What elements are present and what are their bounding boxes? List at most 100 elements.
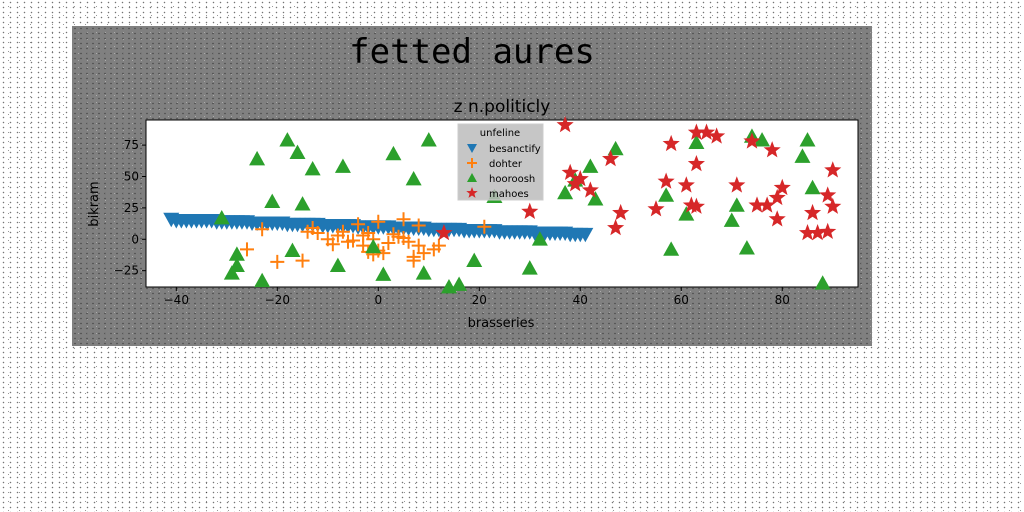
data-point bbox=[677, 176, 695, 193]
legend-marker-besanctify bbox=[467, 144, 477, 153]
x-axis-label: brasseries bbox=[468, 316, 535, 331]
data-point bbox=[647, 200, 665, 217]
data-point bbox=[264, 193, 281, 209]
data-point bbox=[466, 252, 483, 268]
data-point bbox=[284, 242, 301, 257]
data-point bbox=[255, 222, 270, 237]
data-point bbox=[385, 145, 402, 161]
data-point bbox=[824, 161, 842, 178]
data-point bbox=[405, 171, 422, 186]
data-point bbox=[561, 163, 579, 181]
data-point bbox=[814, 275, 831, 290]
data-point bbox=[396, 212, 411, 227]
x-tick-label: 20 bbox=[472, 293, 487, 307]
data-point bbox=[799, 132, 816, 147]
y-tick-label: 0 bbox=[131, 232, 139, 246]
data-point bbox=[531, 231, 548, 246]
data-point bbox=[657, 172, 675, 189]
axis-ticks: −40 −20 0 20 40 60 80 −25 0 25 50 75 bbox=[114, 138, 790, 307]
data-point bbox=[228, 257, 245, 273]
data-point bbox=[582, 158, 599, 173]
data-point bbox=[612, 203, 630, 221]
y-tick-label: 25 bbox=[124, 201, 139, 215]
data-point bbox=[521, 260, 538, 275]
data-point bbox=[310, 226, 325, 241]
data-point bbox=[768, 210, 786, 227]
data-point bbox=[728, 176, 746, 193]
data-marks bbox=[163, 116, 842, 294]
data-point bbox=[687, 197, 705, 214]
data-point bbox=[557, 184, 574, 200]
figure-suptitle: fetted aures bbox=[349, 32, 595, 72]
data-point bbox=[687, 154, 705, 172]
y-axis-label: bikram bbox=[87, 181, 102, 226]
y-tick-label: −25 bbox=[114, 264, 139, 278]
legend-marker-dohter bbox=[467, 158, 477, 168]
data-point bbox=[607, 140, 624, 156]
data-point bbox=[304, 160, 321, 176]
data-point bbox=[335, 224, 350, 239]
data-point bbox=[416, 246, 431, 261]
legend-label: mahoes bbox=[489, 189, 529, 200]
data-point bbox=[270, 254, 285, 269]
data-point bbox=[325, 237, 340, 252]
legend-label: besanctify bbox=[489, 144, 541, 155]
data-point bbox=[295, 253, 310, 268]
data-point bbox=[346, 233, 361, 248]
y-tick-label: 75 bbox=[124, 138, 139, 152]
series-hooroosh bbox=[213, 128, 831, 294]
x-tick-label: −40 bbox=[164, 293, 189, 307]
data-point bbox=[435, 224, 453, 241]
data-point bbox=[381, 236, 396, 251]
data-point bbox=[556, 116, 574, 133]
data-point bbox=[239, 242, 254, 257]
data-point bbox=[420, 132, 437, 147]
legend-label: hooroosh bbox=[489, 174, 535, 185]
data-point bbox=[571, 170, 589, 187]
data-point bbox=[411, 218, 426, 233]
data-point bbox=[334, 158, 351, 173]
data-point bbox=[768, 188, 786, 206]
data-point bbox=[708, 127, 726, 144]
data-point bbox=[678, 206, 695, 221]
data-point bbox=[824, 197, 842, 214]
data-point bbox=[223, 265, 240, 280]
data-point bbox=[415, 265, 432, 280]
data-point bbox=[738, 240, 755, 255]
data-point bbox=[411, 238, 426, 253]
data-point bbox=[663, 241, 680, 256]
data-point bbox=[803, 203, 822, 221]
x-tick-label: 0 bbox=[374, 293, 382, 307]
x-tick-label: −20 bbox=[265, 293, 290, 307]
data-point bbox=[289, 144, 306, 160]
data-point bbox=[566, 175, 584, 192]
data-point bbox=[804, 179, 821, 195]
data-point bbox=[477, 219, 492, 234]
data-point bbox=[773, 178, 791, 196]
data-point bbox=[351, 217, 366, 232]
data-point bbox=[254, 272, 271, 288]
x-tick-label: 80 bbox=[775, 293, 790, 307]
data-point bbox=[294, 196, 311, 211]
data-point bbox=[607, 218, 625, 236]
data-point bbox=[587, 191, 604, 206]
data-point bbox=[723, 212, 740, 227]
data-point bbox=[743, 132, 761, 149]
data-point bbox=[819, 222, 837, 240]
y-tick-label: 50 bbox=[124, 170, 139, 184]
x-tick-label: 40 bbox=[573, 293, 588, 307]
chart: fetted aures z n.politicly −40 −20 0 20 40 60… bbox=[87, 32, 859, 331]
data-point bbox=[688, 134, 705, 150]
data-point bbox=[406, 249, 421, 264]
figure-panel: fetted aures z n.politicly −40 −20 0 20 40 60… bbox=[72, 26, 872, 346]
data-point bbox=[794, 148, 811, 163]
data-point bbox=[728, 197, 745, 212]
data-point bbox=[431, 238, 446, 253]
x-tick-label: 60 bbox=[674, 293, 689, 307]
data-point bbox=[687, 123, 705, 140]
data-point bbox=[662, 134, 680, 152]
legend-label: dohter bbox=[489, 159, 523, 170]
chart-title: z n.politicly bbox=[454, 97, 551, 117]
data-point bbox=[249, 150, 266, 166]
data-point bbox=[809, 224, 827, 241]
